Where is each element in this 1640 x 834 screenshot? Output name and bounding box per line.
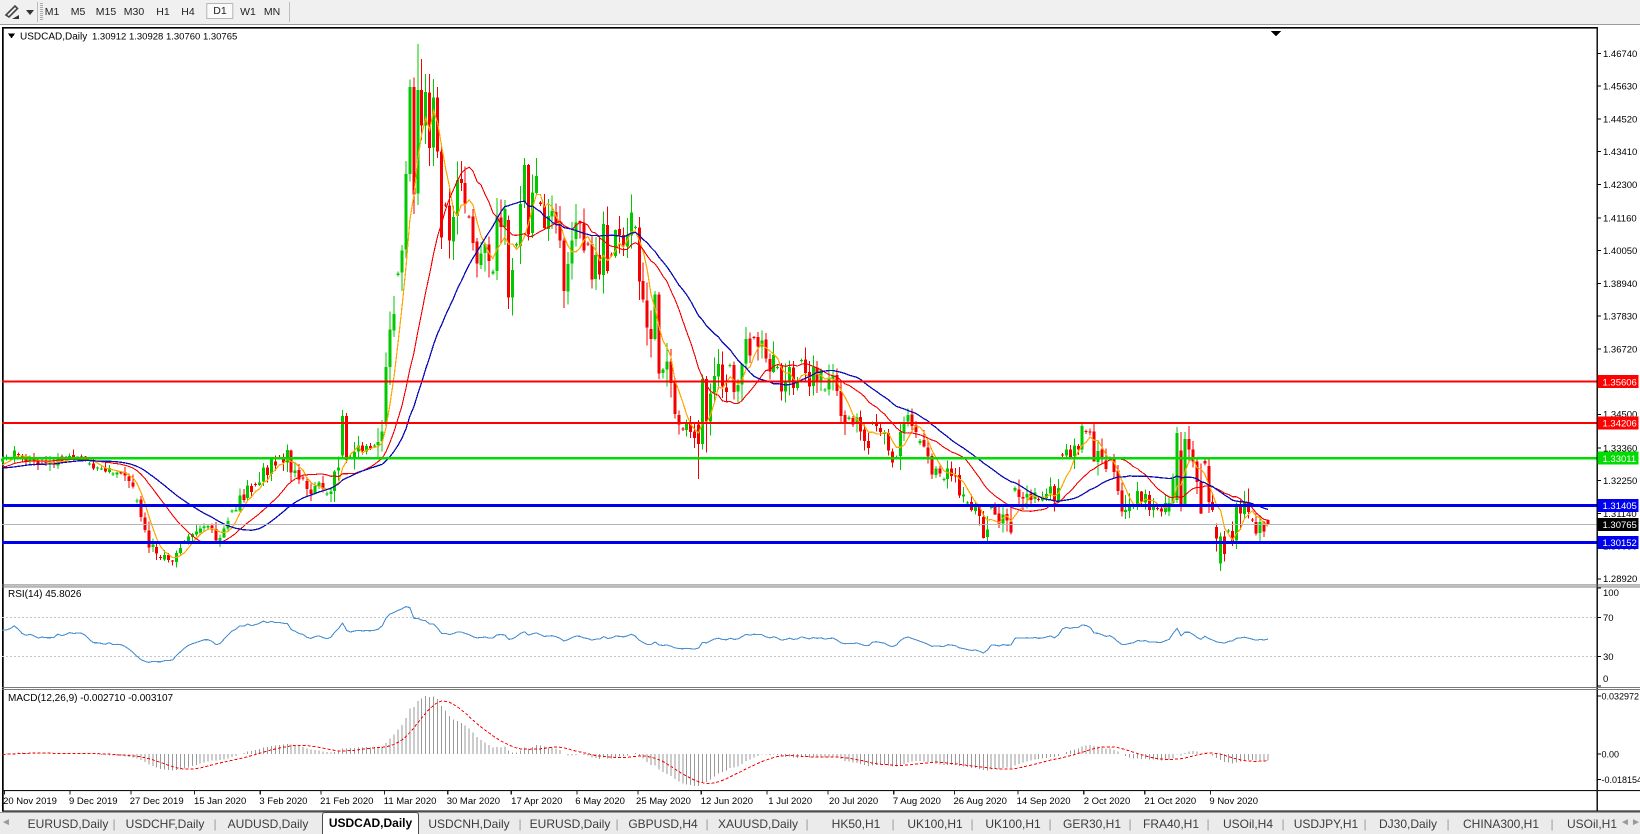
svg-text:1.32250: 1.32250: [1603, 476, 1637, 487]
svg-text:MACD(12,26,9) -0.002710 -0.003: MACD(12,26,9) -0.002710 -0.003107: [8, 693, 174, 704]
svg-text:2 Oct 2020: 2 Oct 2020: [1084, 796, 1130, 807]
svg-text:RSI(14) 45.8026: RSI(14) 45.8026: [8, 589, 82, 600]
svg-text:11 Mar 2020: 11 Mar 2020: [384, 796, 437, 807]
svg-text:9 Nov 2020: 9 Nov 2020: [1209, 796, 1258, 807]
svg-text:1.41160: 1.41160: [1603, 213, 1637, 224]
svg-text:9 Dec 2019: 9 Dec 2019: [69, 796, 118, 807]
svg-text:12 Jun 2020: 12 Jun 2020: [701, 796, 753, 807]
svg-text:7 Aug 2020: 7 Aug 2020: [893, 796, 941, 807]
svg-text:1.35606: 1.35606: [1603, 377, 1637, 388]
svg-text:1 Jul 2020: 1 Jul 2020: [768, 796, 812, 807]
svg-text:70: 70: [1603, 613, 1614, 624]
svg-text:1.31140: 1.31140: [1603, 509, 1637, 520]
svg-text:26 Aug 2020: 26 Aug 2020: [954, 796, 1007, 807]
svg-text:6 May 2020: 6 May 2020: [575, 796, 625, 807]
svg-text:100: 100: [1603, 588, 1619, 599]
svg-text:20 Nov 2019: 20 Nov 2019: [3, 796, 57, 807]
svg-text:1.45630: 1.45630: [1603, 82, 1637, 93]
svg-text:1.30152: 1.30152: [1603, 538, 1637, 549]
svg-text:1.30765: 1.30765: [1603, 520, 1637, 531]
svg-text:21 Feb 2020: 21 Feb 2020: [320, 796, 373, 807]
svg-text:17 Apr 2020: 17 Apr 2020: [511, 796, 562, 807]
svg-text:30: 30: [1603, 652, 1614, 663]
svg-text:1.43410: 1.43410: [1603, 147, 1637, 158]
svg-text:1.44520: 1.44520: [1603, 114, 1637, 125]
svg-text:25 May 2020: 25 May 2020: [636, 796, 691, 807]
svg-text:0: 0: [1603, 674, 1608, 685]
svg-text:1.28920: 1.28920: [1603, 574, 1637, 585]
svg-text:3 Feb 2020: 3 Feb 2020: [259, 796, 307, 807]
svg-text:1.42300: 1.42300: [1603, 180, 1637, 191]
svg-text:1.30912 1.30928 1.30760 1.3076: 1.30912 1.30928 1.30760 1.30765: [92, 32, 237, 43]
svg-text:USDCAD,Daily: USDCAD,Daily: [20, 32, 87, 43]
svg-text:30 Mar 2020: 30 Mar 2020: [447, 796, 500, 807]
svg-text:1.38940: 1.38940: [1603, 279, 1637, 290]
svg-text:1.33011: 1.33011: [1603, 454, 1637, 465]
svg-text:15 Jan 2020: 15 Jan 2020: [194, 796, 246, 807]
svg-text:1.33360: 1.33360: [1603, 443, 1637, 454]
svg-text:1.46740: 1.46740: [1603, 49, 1637, 60]
svg-text:0.00: 0.00: [1602, 750, 1620, 760]
svg-text:1.37830: 1.37830: [1603, 312, 1637, 323]
svg-text:0.032972: 0.032972: [1602, 691, 1640, 701]
svg-text:21 Oct 2020: 21 Oct 2020: [1144, 796, 1196, 807]
svg-text:1.31405: 1.31405: [1603, 501, 1637, 512]
svg-text:27 Dec 2019: 27 Dec 2019: [130, 796, 184, 807]
svg-text:-0.018154: -0.018154: [1602, 775, 1640, 785]
svg-text:1.34206: 1.34206: [1603, 419, 1637, 430]
svg-text:1.36720: 1.36720: [1603, 344, 1637, 355]
svg-text:14 Sep 2020: 14 Sep 2020: [1017, 796, 1071, 807]
svg-text:20 Jul 2020: 20 Jul 2020: [829, 796, 878, 807]
svg-text:1.34500: 1.34500: [1603, 410, 1637, 421]
svg-text:1.40050: 1.40050: [1603, 246, 1637, 257]
